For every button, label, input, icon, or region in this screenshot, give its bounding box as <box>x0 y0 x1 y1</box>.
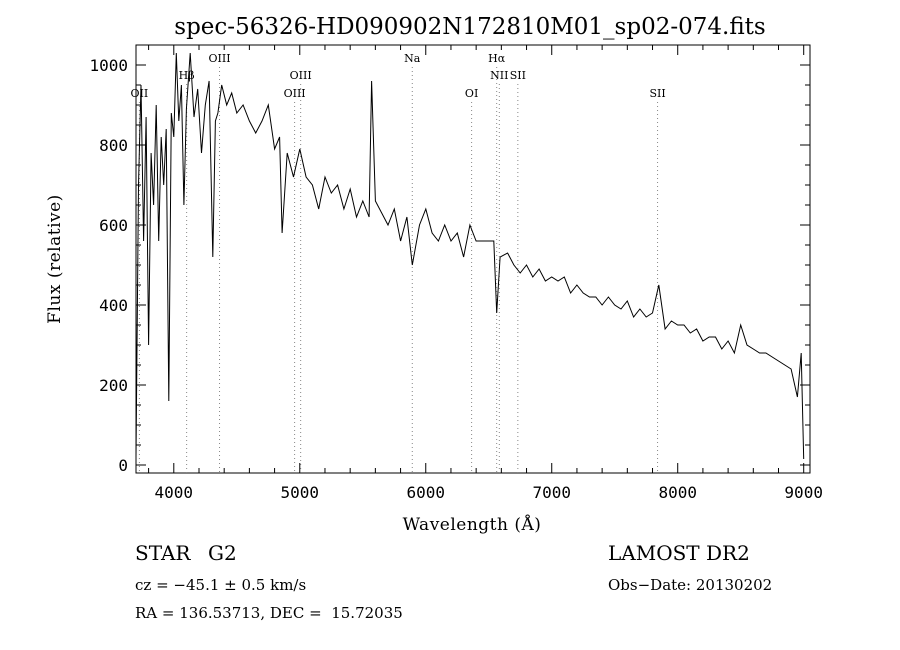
line-label-1: Hβ <box>179 69 195 82</box>
spectrum-line <box>135 52 805 460</box>
object-type: STAR <box>135 541 191 565</box>
redshift-text: cz = −45.1 ± 0.5 km/s <box>135 576 307 594</box>
y-axis-label: Flux (relative) <box>45 194 65 324</box>
x-tick-label-0: 4000 <box>155 483 194 502</box>
line-label-4: OIII <box>290 69 312 82</box>
line-label-7: Hα <box>488 52 506 65</box>
survey-name: LAMOST DR2 <box>608 541 750 565</box>
y-tick-label-1: 200 <box>99 376 128 395</box>
coordinates: RA = 136.53713, DEC = 15.72035 <box>135 604 403 622</box>
line-label-2: OIII <box>208 52 230 65</box>
line-label-0: OII <box>131 87 149 100</box>
line-label-6: OI <box>465 87 478 100</box>
line-label-3: OIII <box>284 87 306 100</box>
x-tick-label-2: 6000 <box>406 483 445 502</box>
chart-title: spec-56326-HD090902N172810M01_sp02-074.f… <box>174 14 765 40</box>
axis-ticks: 4000 5000 6000 7000 8000 9000 0 200 400 600 800 100… <box>89 45 823 502</box>
x-tick-label-3: 7000 <box>532 483 571 502</box>
line-label-8: NII <box>490 69 508 82</box>
object-subclass: G2 <box>208 541 237 565</box>
x-axis-label: Wavelength (Å) <box>403 514 542 535</box>
x-tick-label-1: 5000 <box>281 483 320 502</box>
y-tick-label-0: 0 <box>118 456 128 475</box>
obs-date: Obs−Date: 20130202 <box>608 576 773 594</box>
y-tick-label-4: 800 <box>99 136 128 155</box>
spectrum-series <box>135 52 805 460</box>
y-tick-label-2: 400 <box>99 296 128 315</box>
y-tick-label-5: 1000 <box>89 56 128 75</box>
line-label-5: Na <box>404 52 421 65</box>
x-tick-label-5: 9000 <box>784 483 823 502</box>
x-tick-label-4: 8000 <box>658 483 697 502</box>
line-label-10: SII <box>649 87 665 100</box>
y-tick-label-3: 600 <box>99 216 128 235</box>
line-label-9: SII <box>510 69 526 82</box>
plot-frame <box>135 44 811 474</box>
